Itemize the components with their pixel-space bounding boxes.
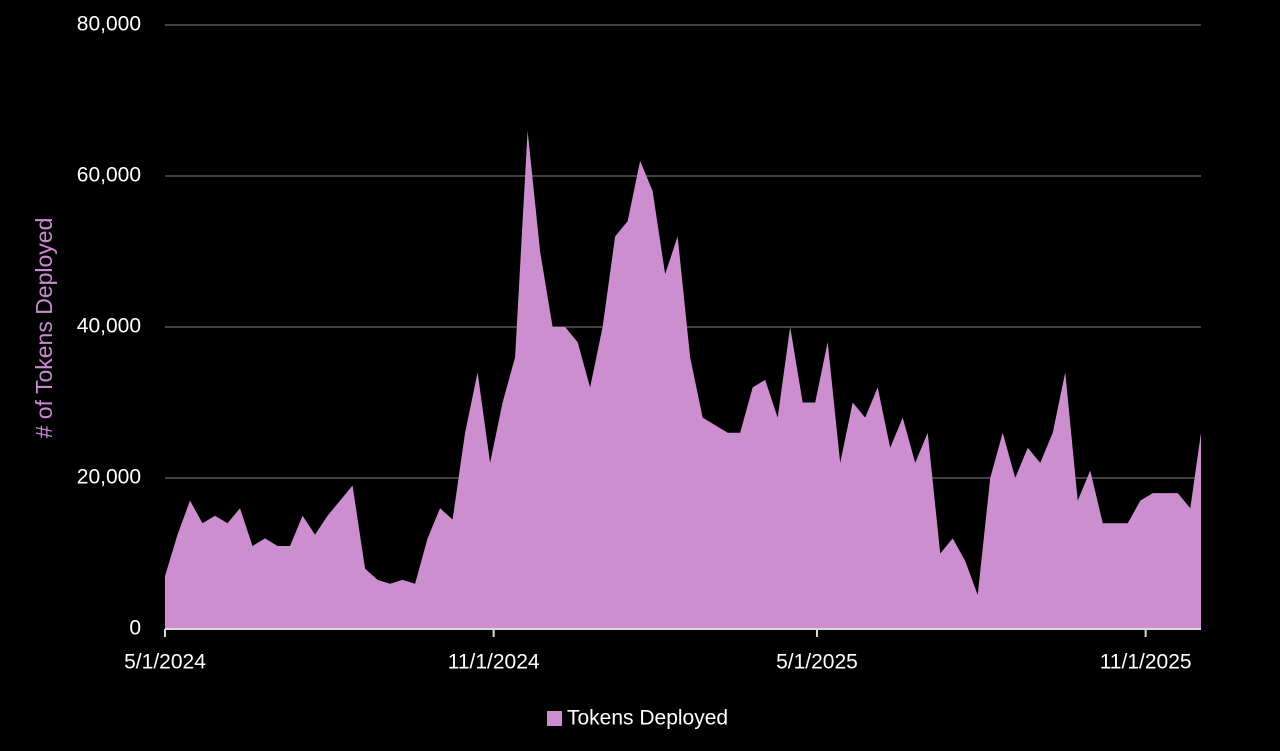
y-tick-label: 60,000 [77, 164, 141, 187]
area [165, 130, 1201, 629]
y-tick-label: 40,000 [77, 315, 141, 338]
y-tick-label: 20,000 [77, 466, 141, 489]
x-tick-label: 5/1/2024 [124, 651, 206, 674]
y-tick-label: 0 [129, 617, 141, 640]
y-axis-label: # of Tokens Deployed [31, 218, 57, 439]
legend-swatch [547, 711, 562, 726]
x-tick-label: 5/1/2025 [776, 651, 858, 674]
y-tick-label: 80,000 [77, 13, 141, 36]
legend-label: Tokens Deployed [567, 707, 728, 730]
x-tick-label: 11/1/2025 [1100, 651, 1192, 674]
x-tick-label: 11/1/2024 [448, 651, 540, 674]
